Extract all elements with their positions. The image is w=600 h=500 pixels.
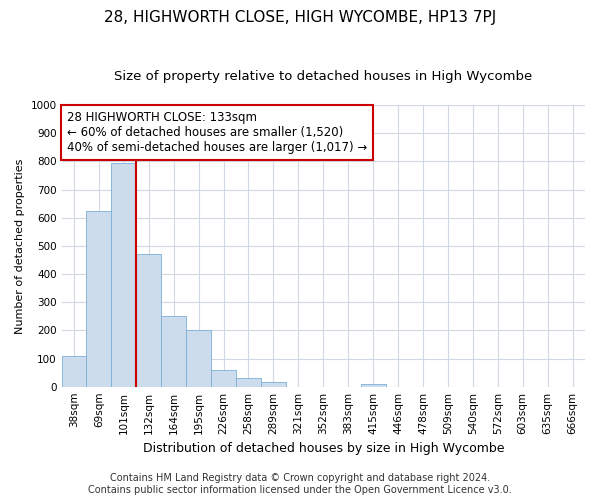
Bar [62,356,86,386]
Y-axis label: Number of detached properties: Number of detached properties [15,158,25,334]
Bar [236,378,261,386]
X-axis label: Distribution of detached houses by size in High Wycombe: Distribution of detached houses by size … [143,442,504,455]
Bar [361,384,386,386]
Bar [261,382,286,386]
Bar [186,330,211,386]
Text: 28 HIGHWORTH CLOSE: 133sqm
← 60% of detached houses are smaller (1,520)
40% of s: 28 HIGHWORTH CLOSE: 133sqm ← 60% of deta… [67,110,367,154]
Bar [211,370,236,386]
Bar [136,254,161,386]
Bar [161,316,186,386]
Bar [86,210,112,386]
Bar [112,162,136,386]
Text: 28, HIGHWORTH CLOSE, HIGH WYCOMBE, HP13 7PJ: 28, HIGHWORTH CLOSE, HIGH WYCOMBE, HP13 … [104,10,496,25]
Text: Contains HM Land Registry data © Crown copyright and database right 2024.
Contai: Contains HM Land Registry data © Crown c… [88,474,512,495]
Title: Size of property relative to detached houses in High Wycombe: Size of property relative to detached ho… [114,70,532,83]
